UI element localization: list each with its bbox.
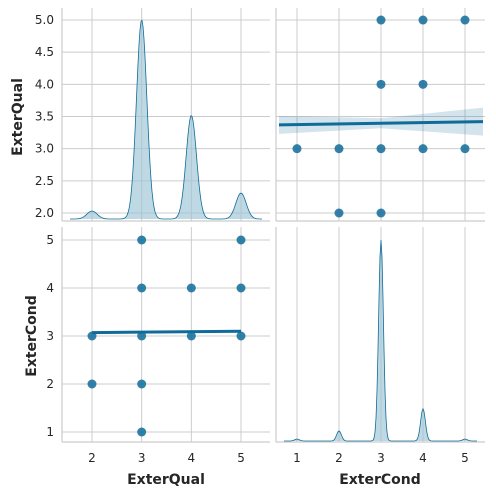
y-tick-label-extercond: 3 bbox=[46, 329, 54, 343]
scatter-point bbox=[418, 15, 428, 25]
scatter-point bbox=[292, 144, 302, 154]
diag-extercond-kde-panel bbox=[275, 227, 485, 443]
scatter-point bbox=[376, 15, 386, 25]
x-tick-label-exterqual: 3 bbox=[138, 451, 146, 465]
x-tick-label-exterqual: 2 bbox=[88, 451, 96, 465]
tick-labels: 2.0 2.5 3.0 3.5 4.0 4.5 5.0 1 2 3 4 5 2 3 4 5 1 2 3 4 5 bbox=[35, 13, 469, 465]
scatter-point bbox=[137, 427, 147, 437]
panel-background bbox=[62, 8, 270, 221]
scatter-extercond-vs-exterqual-panel bbox=[61, 227, 270, 443]
x-tick-label-extercond: 2 bbox=[335, 451, 343, 465]
scatter-point bbox=[137, 283, 147, 293]
y-tick-label-extercond: 4 bbox=[46, 281, 54, 295]
panel-background bbox=[62, 227, 270, 442]
scatter-point bbox=[334, 208, 344, 218]
x-tick-label-extercond: 1 bbox=[293, 451, 301, 465]
regression-line bbox=[278, 120, 484, 127]
scatter-point bbox=[236, 331, 246, 341]
regression-ci-band bbox=[279, 107, 483, 136]
kde-fill bbox=[70, 20, 262, 220]
scatter-point bbox=[460, 144, 470, 154]
x-tick-label-extercond: 3 bbox=[377, 451, 385, 465]
x-tick-label-extercond: 4 bbox=[419, 451, 427, 465]
y-axis-label-exterqual: ExterQual bbox=[10, 78, 26, 156]
x-tick-label-extercond: 5 bbox=[461, 451, 469, 465]
kde-line bbox=[70, 19, 262, 220]
scatter-exterqual-vs-extercond-panel bbox=[275, 8, 485, 222]
scatter-point bbox=[376, 208, 386, 218]
scatter-point bbox=[137, 379, 147, 389]
y-tick-label-exterqual: 4.0 bbox=[35, 77, 54, 91]
scatter-point bbox=[137, 235, 147, 245]
scatter-point bbox=[376, 144, 386, 154]
kde-line bbox=[284, 239, 477, 442]
y-tick-label-extercond: 1 bbox=[46, 425, 54, 439]
y-tick-label-extercond: 2 bbox=[46, 377, 54, 391]
y-tick-label-exterqual: 3.5 bbox=[35, 110, 54, 124]
x-axis-label-exterqual: ExterQual bbox=[127, 472, 205, 488]
scatter-point bbox=[376, 79, 386, 89]
y-tick-label-exterqual: 4.5 bbox=[35, 45, 54, 59]
scatter-point bbox=[87, 379, 97, 389]
y-tick-label-exterqual: 5.0 bbox=[35, 13, 54, 27]
diag-exterqual-kde-panel bbox=[61, 8, 270, 222]
y-tick-label-exterqual: 2.0 bbox=[35, 206, 54, 220]
scatter-point bbox=[137, 331, 147, 341]
scatter-point bbox=[418, 79, 428, 89]
scatter-point bbox=[418, 144, 428, 154]
scatter-point bbox=[236, 283, 246, 293]
x-tick-label-exterqual: 5 bbox=[237, 451, 245, 465]
y-tick-label-exterqual: 3.0 bbox=[35, 142, 54, 156]
y-axis-label-extercond: ExterCond bbox=[24, 295, 40, 377]
regression-line bbox=[91, 329, 242, 335]
scatter-point bbox=[186, 331, 196, 341]
scatter-point bbox=[186, 283, 196, 293]
kde-fill bbox=[284, 240, 477, 441]
y-tick-label-exterqual: 2.5 bbox=[35, 174, 54, 188]
x-axis-label-extercond: ExterCond bbox=[339, 472, 421, 488]
x-tick-label-exterqual: 4 bbox=[188, 451, 196, 465]
scatter-point bbox=[334, 144, 344, 154]
scatter-point bbox=[460, 15, 470, 25]
scatter-point bbox=[236, 235, 246, 245]
y-tick-label-extercond: 5 bbox=[46, 233, 54, 247]
